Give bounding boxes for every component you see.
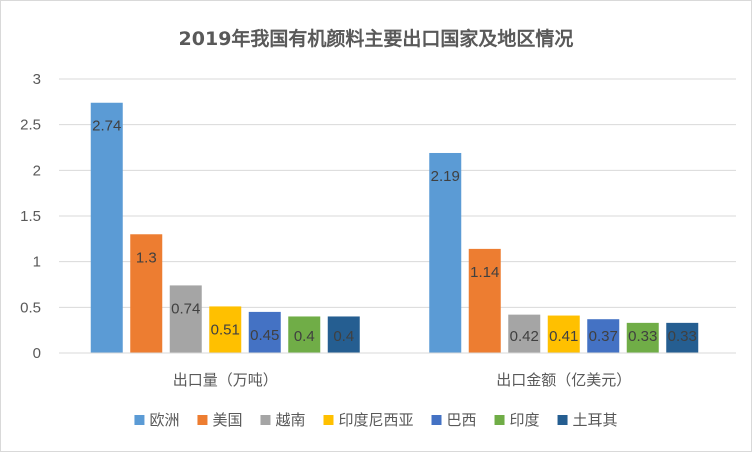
bar-7-1 bbox=[327, 316, 360, 353]
legend-swatch-7 bbox=[557, 415, 568, 425]
bar-1-1 bbox=[90, 102, 123, 353]
legend-label: 土耳其 bbox=[573, 411, 618, 429]
data-label: 1.14 bbox=[470, 264, 499, 281]
legend-swatch-3 bbox=[260, 415, 271, 425]
x-category-label: 出口金额（亿美元） bbox=[496, 371, 631, 389]
chart-title: 2019年我国有机颜料主要出口国家及地区情况 bbox=[179, 27, 574, 50]
legend-swatch-1 bbox=[134, 415, 145, 425]
data-label: 2.19 bbox=[431, 168, 460, 185]
legend-swatch-4 bbox=[323, 415, 334, 425]
legend-label: 越南 bbox=[275, 411, 305, 429]
data-label: 0.33 bbox=[668, 328, 697, 345]
y-tick-label: 1 bbox=[33, 254, 41, 271]
bar-3-2 bbox=[508, 314, 541, 353]
legend-swatch-5 bbox=[431, 415, 442, 425]
data-label: 0.37 bbox=[589, 328, 618, 345]
x-axis-categories: 出口量（万吨） 出口金额（亿美元） bbox=[173, 371, 632, 389]
data-label: 0.45 bbox=[250, 327, 279, 344]
bar-7-2 bbox=[666, 322, 699, 353]
legend: 欧洲 美国 越南 印度尼西亚 巴西 印度 土耳其 bbox=[134, 411, 618, 429]
bar-3-1 bbox=[169, 285, 202, 353]
bar-2-1 bbox=[130, 234, 163, 353]
data-label: 1.3 bbox=[136, 249, 157, 266]
legend-swatch-6 bbox=[494, 415, 505, 425]
legend-label: 欧洲 bbox=[149, 411, 179, 429]
data-label: 0.42 bbox=[510, 328, 539, 345]
y-tick-label: 3 bbox=[33, 71, 41, 88]
y-tick-label: 2 bbox=[33, 162, 41, 179]
data-labels: 2.74 1.3 0.74 0.51 0.45 0.4 0.4 2.19 1.14 0.42 0.4… bbox=[92, 118, 697, 345]
data-label: 2.74 bbox=[92, 118, 121, 135]
bar-6-2 bbox=[626, 322, 659, 353]
data-label: 0.4 bbox=[294, 328, 315, 345]
bar-5-2 bbox=[587, 319, 620, 353]
bars bbox=[90, 102, 699, 353]
data-label: 0.4 bbox=[333, 328, 354, 345]
bar-6-1 bbox=[288, 316, 321, 353]
bar-5-1 bbox=[248, 311, 281, 353]
legend-label: 印度尼西亚 bbox=[338, 411, 413, 429]
data-label: 0.41 bbox=[549, 328, 578, 345]
data-label: 0.51 bbox=[211, 321, 240, 338]
bar-2-2 bbox=[468, 248, 501, 353]
gridlines bbox=[59, 78, 736, 308]
legend-label: 巴西 bbox=[447, 411, 477, 429]
bar-4-2 bbox=[547, 315, 580, 353]
x-category-label: 出口量（万吨） bbox=[173, 371, 278, 389]
legend-label: 印度 bbox=[510, 411, 540, 429]
y-tick-label: 0.5 bbox=[20, 299, 41, 316]
legend-label: 美国 bbox=[212, 411, 242, 429]
y-tick-label: 2.5 bbox=[20, 117, 41, 134]
legend-swatch-2 bbox=[197, 415, 208, 425]
y-tick-label: 0 bbox=[33, 345, 41, 362]
data-label: 0.33 bbox=[628, 328, 657, 345]
y-tick-label: 1.5 bbox=[20, 208, 41, 225]
y-axis-ticks: 0 0.5 1 1.5 2 2.5 3 bbox=[20, 71, 41, 362]
bar-1-2 bbox=[429, 152, 462, 353]
data-label: 0.74 bbox=[171, 300, 200, 317]
bar-4-1 bbox=[209, 306, 242, 353]
